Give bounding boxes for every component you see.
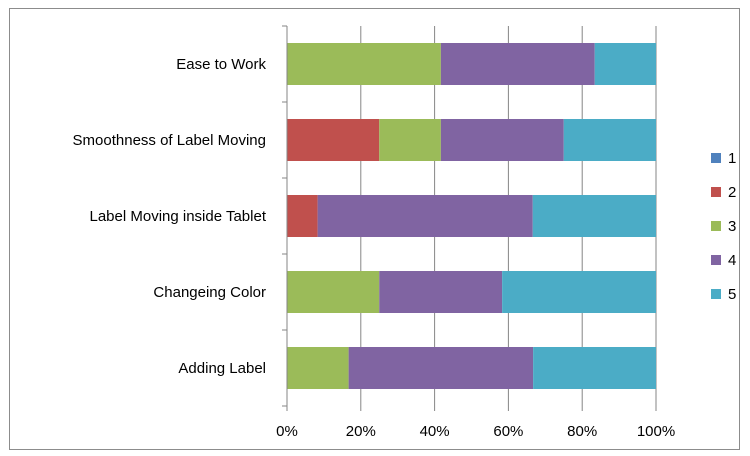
x-tick-label: 20% (346, 423, 376, 440)
bar-segment (348, 347, 534, 389)
bar-segment (287, 195, 318, 237)
legend-swatch (711, 187, 721, 197)
x-tick-label: 40% (420, 423, 450, 440)
bar-segment (287, 43, 441, 85)
category-label: Adding Label (178, 360, 266, 377)
category-label: Ease to Work (176, 56, 266, 73)
category-label: Smoothness of Label Moving (73, 132, 266, 149)
bar-segment (317, 195, 533, 237)
bar-segment (379, 119, 441, 161)
legend-label: 2 (728, 184, 736, 201)
bar-segment (287, 271, 380, 313)
legend-label: 5 (728, 286, 736, 303)
bar-segment (379, 271, 503, 313)
legend-label: 4 (728, 252, 736, 269)
category-labels: Ease to Work Smoothness of Label Moving La… (73, 56, 267, 377)
bar-segment (287, 119, 380, 161)
bar-segment (440, 43, 595, 85)
x-tick-label: 100% (637, 423, 675, 440)
x-tick-label: 60% (493, 423, 523, 440)
category-label: Changeing Color (153, 284, 266, 301)
legend-swatch (711, 221, 721, 231)
axes (282, 25, 657, 411)
bar-segment (594, 43, 656, 85)
bar-segment (563, 119, 656, 161)
category-label: Label Moving inside Tablet (89, 208, 266, 225)
legend-label: 3 (728, 218, 736, 235)
bar-segment (532, 195, 656, 237)
legend-swatch (711, 255, 721, 265)
x-tick-label: 0% (276, 423, 298, 440)
legend: 1 2 3 4 5 (711, 150, 736, 303)
legend-swatch (711, 153, 721, 163)
x-tick-labels: 0% 20% 40% 60% 80% 100% (276, 423, 675, 440)
bar-segment (502, 271, 656, 313)
x-tick-label: 80% (567, 423, 597, 440)
bar-segment (440, 119, 564, 161)
bar-segment (533, 347, 656, 389)
legend-swatch (711, 289, 721, 299)
legend-label: 1 (728, 150, 736, 167)
bar-segment (287, 347, 349, 389)
bars (287, 43, 656, 389)
